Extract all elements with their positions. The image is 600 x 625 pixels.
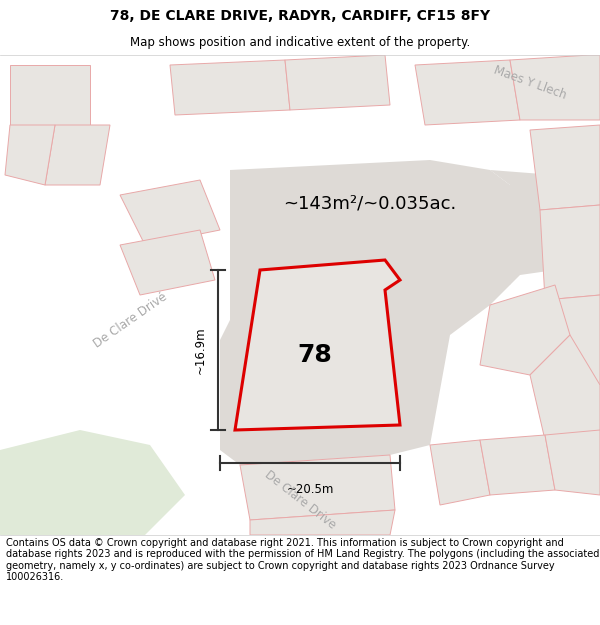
Polygon shape [0, 375, 460, 535]
Polygon shape [530, 125, 600, 210]
Text: 78, DE CLARE DRIVE, RADYR, CARDIFF, CF15 8FY: 78, DE CLARE DRIVE, RADYR, CARDIFF, CF15… [110, 9, 490, 24]
Polygon shape [0, 215, 310, 365]
Polygon shape [510, 55, 600, 120]
Polygon shape [285, 55, 390, 110]
Polygon shape [545, 430, 600, 495]
Polygon shape [170, 60, 290, 115]
Text: 78: 78 [298, 343, 332, 367]
Polygon shape [5, 125, 55, 185]
Polygon shape [530, 335, 600, 440]
Polygon shape [490, 170, 570, 285]
Polygon shape [480, 285, 570, 375]
Polygon shape [545, 295, 600, 390]
Text: Map shows position and indicative extent of the property.: Map shows position and indicative extent… [130, 36, 470, 49]
Polygon shape [250, 510, 395, 535]
Text: Maes Y Llech: Maes Y Llech [492, 64, 568, 102]
Polygon shape [120, 180, 220, 245]
Polygon shape [430, 440, 490, 505]
Text: ~16.9m: ~16.9m [193, 326, 206, 374]
Text: Contains OS data © Crown copyright and database right 2021. This information is : Contains OS data © Crown copyright and d… [6, 538, 599, 582]
Polygon shape [235, 260, 400, 430]
Polygon shape [10, 65, 90, 125]
Polygon shape [120, 230, 215, 295]
Polygon shape [230, 305, 320, 355]
Polygon shape [540, 205, 600, 300]
Polygon shape [0, 430, 185, 535]
Polygon shape [415, 60, 520, 125]
Polygon shape [240, 455, 395, 520]
Text: ~143m²/~0.035ac.: ~143m²/~0.035ac. [283, 194, 457, 212]
Text: De Clare Drivé: De Clare Drivé [91, 290, 169, 350]
Polygon shape [480, 435, 555, 495]
Polygon shape [45, 125, 110, 185]
Polygon shape [220, 160, 520, 465]
Text: De Clare Drive: De Clare Drive [262, 468, 338, 532]
Text: ~20.5m: ~20.5m [286, 483, 334, 496]
